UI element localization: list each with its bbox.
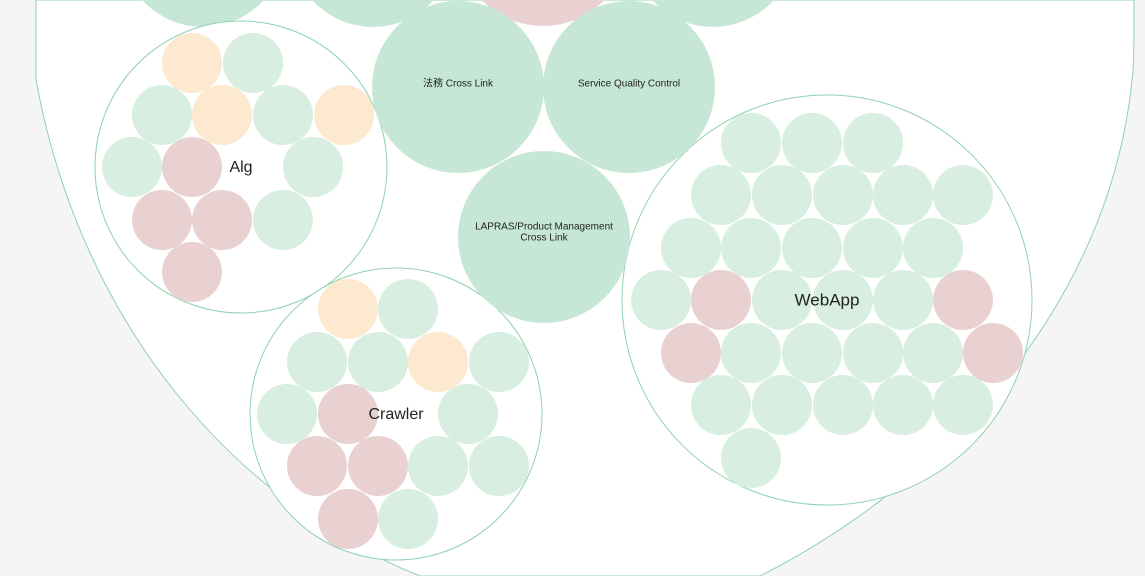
member-circle[interactable]: [661, 323, 721, 383]
group-label: Crawler: [368, 406, 424, 423]
member-circle[interactable]: [782, 323, 842, 383]
partial-circle[interactable]: [457, 0, 629, 26]
member-circle[interactable]: [782, 218, 842, 278]
group-alg: Alg: [94, 20, 388, 314]
member-circle[interactable]: [287, 436, 347, 496]
member-circle[interactable]: [933, 270, 993, 330]
member-circle[interactable]: [843, 218, 903, 278]
member-circle[interactable]: [933, 375, 993, 435]
member-circle[interactable]: [691, 270, 751, 330]
member-circle[interactable]: [903, 218, 963, 278]
member-circle[interactable]: [253, 190, 313, 250]
member-circle[interactable]: [469, 332, 529, 392]
member-circle[interactable]: [721, 323, 781, 383]
member-circle[interactable]: [192, 85, 252, 145]
member-circle[interactable]: [813, 270, 873, 330]
member-circle[interactable]: [378, 279, 438, 339]
member-circle[interactable]: [257, 384, 317, 444]
member-circle[interactable]: [843, 323, 903, 383]
member-circle[interactable]: [314, 85, 374, 145]
cross-link-label: Service Quality Control: [578, 79, 680, 90]
member-circle[interactable]: [813, 375, 873, 435]
member-circle[interactable]: [873, 165, 933, 225]
member-circle[interactable]: [752, 270, 812, 330]
member-circle[interactable]: [469, 436, 529, 496]
member-circle[interactable]: [438, 384, 498, 444]
member-circle[interactable]: [192, 190, 252, 250]
member-circle[interactable]: [752, 165, 812, 225]
member-circle[interactable]: [283, 137, 343, 197]
member-circle[interactable]: [162, 242, 222, 302]
group-webapp: WebApp: [621, 94, 1033, 506]
team-groups: Alg Crawler WebApp: [94, 20, 1033, 561]
member-circle[interactable]: [162, 33, 222, 93]
cross-link: 法務 Cross Link: [372, 1, 544, 173]
member-circle[interactable]: [223, 33, 283, 93]
cross-link-circle[interactable]: [458, 151, 630, 323]
member-circle[interactable]: [691, 375, 751, 435]
member-circle[interactable]: [348, 332, 408, 392]
cross-link-circles: 法務 Cross Link Service Quality Control LAPR…: [372, 1, 715, 323]
cross-link-circle[interactable]: [543, 1, 715, 173]
member-circle[interactable]: [721, 218, 781, 278]
member-circle[interactable]: [873, 270, 933, 330]
cross-link-label: 法務 Cross Link: [423, 77, 494, 90]
member-circle[interactable]: [287, 332, 347, 392]
partial-circle[interactable]: [121, 0, 285, 27]
partial-circle[interactable]: [291, 0, 455, 27]
member-circle[interactable]: [348, 436, 408, 496]
member-circle[interactable]: [933, 165, 993, 225]
member-circle[interactable]: [253, 85, 313, 145]
member-circle[interactable]: [318, 384, 378, 444]
member-circle[interactable]: [963, 323, 1023, 383]
member-circle[interactable]: [752, 375, 812, 435]
member-circle[interactable]: [408, 436, 468, 496]
member-circle[interactable]: [873, 375, 933, 435]
member-circle[interactable]: [843, 113, 903, 173]
group-crawler: Crawler: [249, 267, 543, 561]
member-circle[interactable]: [721, 428, 781, 488]
member-circle[interactable]: [318, 279, 378, 339]
member-circle[interactable]: [132, 190, 192, 250]
member-circle[interactable]: [378, 489, 438, 549]
cross-link-circle[interactable]: [372, 1, 544, 173]
member-circle[interactable]: [318, 489, 378, 549]
cross-link: Service Quality Control: [543, 1, 715, 173]
member-circle[interactable]: [102, 137, 162, 197]
member-circle[interactable]: [813, 165, 873, 225]
member-circle[interactable]: [721, 113, 781, 173]
member-circle[interactable]: [408, 332, 468, 392]
member-circle[interactable]: [782, 113, 842, 173]
group-label: WebApp: [795, 290, 860, 309]
member-circle[interactable]: [691, 165, 751, 225]
member-circle[interactable]: [162, 137, 222, 197]
cross-link-label: LAPRAS/Product Management: [475, 222, 613, 233]
group-label: Alg: [229, 159, 252, 176]
member-circle[interactable]: [132, 85, 192, 145]
member-circle[interactable]: [631, 270, 691, 330]
member-circle[interactable]: [903, 323, 963, 383]
cross-link-label: Cross Link: [520, 233, 568, 244]
member-circle[interactable]: [661, 218, 721, 278]
